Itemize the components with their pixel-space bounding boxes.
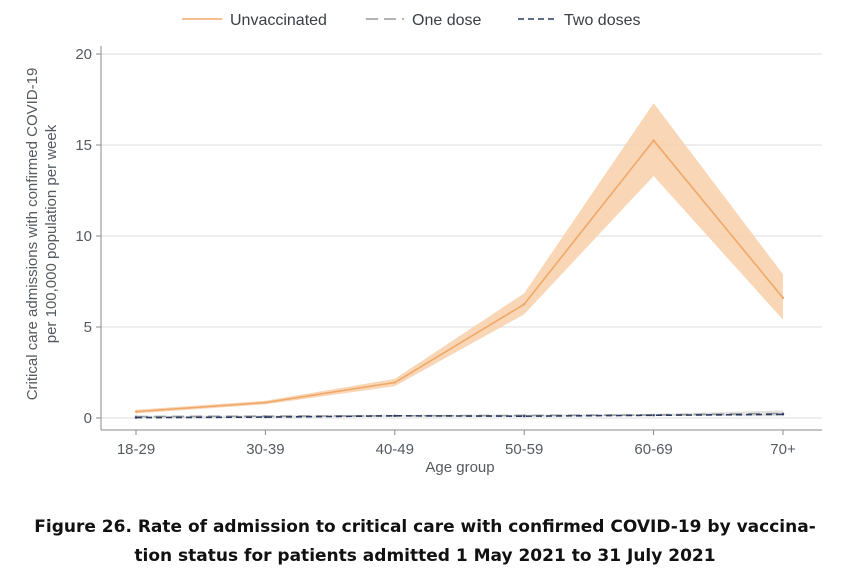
data-point-unvaccinated-60-69 xyxy=(652,139,655,142)
data-point-unvaccinated-50-59 xyxy=(523,303,526,306)
data-point-unvaccinated-70+ xyxy=(781,296,785,300)
data-point-two-doses-18-29 xyxy=(134,416,138,419)
y-axis-ticks: 0 5 10 15 20 xyxy=(75,46,101,427)
data-point-two-doses-70+ xyxy=(781,413,785,416)
x-tick-label-70+: 70+ xyxy=(770,441,796,458)
data-point-unvaccinated-18-29 xyxy=(134,410,138,413)
y-tick-label-0: 0 xyxy=(84,410,92,427)
gridlines xyxy=(101,53,822,419)
y-axis-title-line-2: per 100,000 population per week xyxy=(43,124,60,343)
figure-caption: Figure 26. Rate of admission to critical… xyxy=(0,513,850,571)
y-tick-label-15: 15 xyxy=(75,137,92,154)
x-tick-label-50-59: 50-59 xyxy=(505,441,543,458)
series-line-unvaccinated xyxy=(135,139,784,413)
data-point-unvaccinated-40-49 xyxy=(393,381,396,384)
legend: Unvaccinated One dose Two doses xyxy=(182,12,640,29)
data-point-two-doses-50-59 xyxy=(523,414,526,418)
legend-label-two-doses: Two doses xyxy=(564,12,640,29)
data-point-two-doses-30-39 xyxy=(264,415,267,419)
y-axis-title: Critical care admissions with confirmed … xyxy=(24,68,60,401)
axes xyxy=(100,46,822,431)
y-axis-title-line-1: Critical care admissions with confirmed … xyxy=(24,68,41,401)
x-tick-label-40-49: 40-49 xyxy=(376,441,414,458)
figure-caption-line-2: tion status for patients admitted 1 May … xyxy=(134,546,716,566)
y-tick-label-10: 10 xyxy=(75,228,92,245)
y-tick-label-20: 20 xyxy=(75,46,92,63)
x-tick-label-60-69: 60-69 xyxy=(634,441,672,458)
x-tick-label-30-39: 30-39 xyxy=(246,441,284,458)
ci-band-unvaccinated xyxy=(136,103,783,414)
legend-label-one-dose: One dose xyxy=(412,12,481,29)
figure-caption-line-1: Figure 26. Rate of admission to critical… xyxy=(34,517,816,537)
x-axis-title: Age group xyxy=(425,459,494,476)
data-point-two-doses-40-49 xyxy=(393,414,396,418)
chart: 0 5 10 15 20 18-29 30-39 40-49 50-59 60-69 70+ Ag… xyxy=(24,12,822,476)
series-lines xyxy=(134,139,785,419)
x-axis-ticks: 18-29 30-39 40-49 50-59 60-69 70+ xyxy=(117,430,796,458)
y-tick-label-5: 5 xyxy=(84,319,92,336)
x-tick-label-18-29: 18-29 xyxy=(117,441,155,458)
series-line-two-doses xyxy=(135,413,784,419)
data-point-two-doses-60-69 xyxy=(652,414,655,417)
data-point-unvaccinated-30-39 xyxy=(264,401,267,404)
legend-label-unvaccinated: Unvaccinated xyxy=(230,12,327,29)
confidence-bands xyxy=(136,103,783,418)
